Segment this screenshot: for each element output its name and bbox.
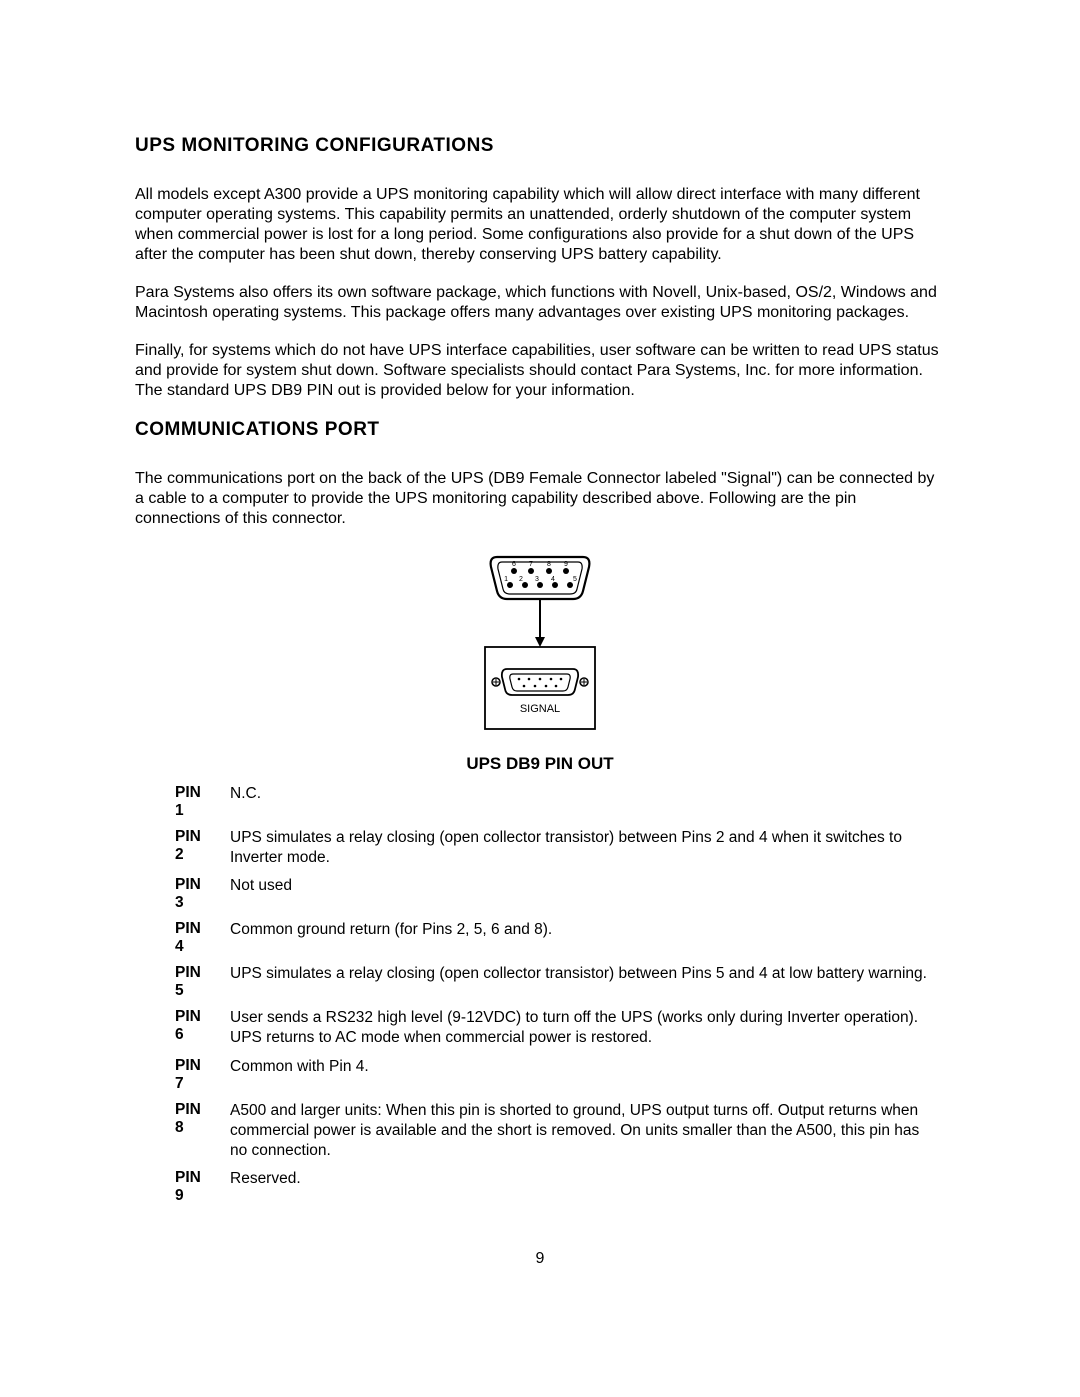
section-heading-ups-monitoring: UPS MONITORING CONFIGURATIONS — [135, 135, 945, 157]
paragraph-3: Finally, for systems which do not have U… — [135, 341, 945, 401]
svg-text:8: 8 — [547, 561, 551, 568]
svg-text:4: 4 — [551, 576, 555, 583]
pin-desc: N.C. — [205, 784, 945, 804]
pin-label: PIN 7 — [135, 1057, 205, 1093]
paragraph-2: Para Systems also offers its own softwar… — [135, 283, 945, 323]
pin-label: PIN 4 — [135, 920, 205, 956]
pin-label: PIN 6 — [135, 1008, 205, 1044]
svg-text:9: 9 — [564, 561, 568, 568]
pin-desc: UPS simulates a relay closing (open coll… — [205, 828, 945, 868]
pin-label: PIN 1 — [135, 784, 205, 820]
svg-text:7: 7 — [529, 561, 533, 568]
pin-desc: User sends a RS232 high level (9-12VDC) … — [205, 1008, 945, 1048]
pin-row: PIN 5 UPS simulates a relay closing (ope… — [135, 964, 945, 1000]
svg-text:3: 3 — [535, 576, 539, 583]
svg-text:2: 2 — [519, 576, 523, 583]
paragraph-1: All models except A300 provide a UPS mon… — [135, 185, 945, 265]
pin-label: PIN 5 — [135, 964, 205, 1000]
pin-label: PIN 8 — [135, 1101, 205, 1137]
signal-label: SIGNAL — [520, 703, 560, 715]
pin-label: PIN 9 — [135, 1169, 205, 1205]
db9-diagram: 6 7 8 9 1 2 3 4 5 — [135, 549, 945, 739]
pin-desc: A500 and larger units: When this pin is … — [205, 1101, 945, 1161]
pin-desc: Not used — [205, 876, 945, 896]
page-number: 9 — [135, 1250, 945, 1268]
pin-row: PIN 4 Common ground return (for Pins 2, … — [135, 920, 945, 956]
pin-row: PIN 6 User sends a RS232 high level (9-1… — [135, 1008, 945, 1048]
section-heading-comm-port: COMMUNICATIONS PORT — [135, 419, 945, 441]
pin-desc: Common with Pin 4. — [205, 1057, 945, 1077]
pin-table: PIN 1 N.C. PIN 2 UPS simulates a relay c… — [135, 784, 945, 1205]
pin-label: PIN 2 — [135, 828, 205, 864]
pin-row: PIN 1 N.C. — [135, 784, 945, 820]
db9-connector-svg: 6 7 8 9 1 2 3 4 5 — [475, 549, 605, 739]
svg-text:6: 6 — [512, 561, 516, 568]
pin-desc: Reserved. — [205, 1169, 945, 1189]
pin-row: PIN 9 Reserved. — [135, 1169, 945, 1205]
pin-row: PIN 8 A500 and larger units: When this p… — [135, 1101, 945, 1161]
svg-text:1: 1 — [504, 576, 508, 583]
pin-row: PIN 7 Common with Pin 4. — [135, 1057, 945, 1093]
pin-desc: Common ground return (for Pins 2, 5, 6 a… — [205, 920, 945, 940]
pinout-title: UPS DB9 PIN OUT — [135, 754, 945, 774]
paragraph-4: The communications port on the back of t… — [135, 469, 945, 529]
pin-label: PIN 3 — [135, 876, 205, 912]
svg-text:5: 5 — [573, 576, 577, 583]
pin-row: PIN 3 Not used — [135, 876, 945, 912]
pin-desc: UPS simulates a relay closing (open coll… — [205, 964, 945, 984]
pin-row: PIN 2 UPS simulates a relay closing (ope… — [135, 828, 945, 868]
